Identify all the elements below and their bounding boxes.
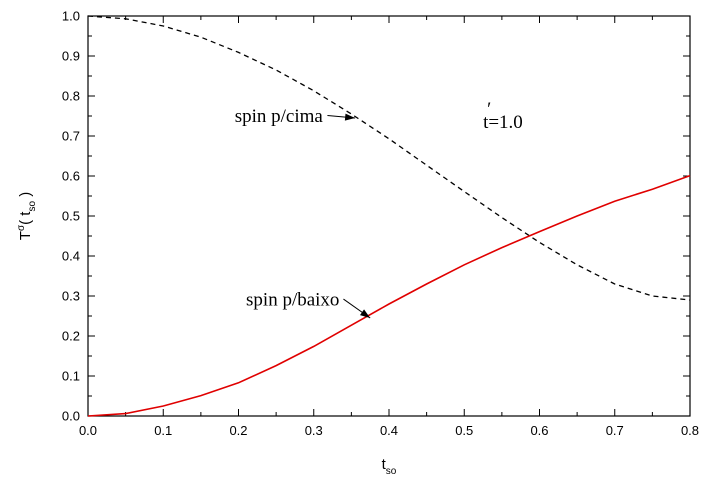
plot-frame	[87, 15, 691, 417]
y-tick-label: 0.0	[62, 409, 80, 424]
x-tick-label: 0.0	[79, 423, 97, 438]
y-tick-label: 0.8	[62, 89, 80, 104]
annotation-arrow-head	[344, 113, 356, 121]
x-tick-label: 0.8	[681, 423, 699, 438]
x-axis-title: tso	[382, 456, 397, 477]
x-tick-label: 0.1	[154, 423, 172, 438]
annotations: spin p/cima spin p/baixo t=1.0′	[235, 99, 523, 319]
x-tick-label: 0.3	[305, 423, 323, 438]
annotation-label: spin p/baixo	[246, 290, 339, 311]
x-tick-label: 0.7	[606, 423, 624, 438]
y-tick-label: 0.6	[62, 169, 80, 184]
annotation-label: t=1.0	[483, 112, 523, 133]
x-tick-label: 0.5	[455, 423, 473, 438]
series-line-dashed	[87, 15, 691, 301]
series-line-solid	[87, 174, 691, 417]
axis-ticks: 0.0 0.1 0.2 0.3 0.4 0.5 0.6 0.7 0.8 0.0 0.1 0.2 0.3 0…	[62, 9, 699, 439]
y-tick-label: 0.3	[62, 289, 80, 304]
annotation-prime: ′	[487, 99, 491, 120]
x-tick-label: 0.6	[530, 423, 548, 438]
y-axis-title: Tσ( tso )	[16, 192, 38, 240]
series-lines	[87, 15, 691, 417]
y-tick-label: 0.5	[62, 209, 80, 224]
y-tick-label: 0.4	[62, 249, 80, 264]
annotation-label: spin p/cima	[235, 106, 324, 127]
y-tick-label: 0.1	[62, 369, 80, 384]
y-tick-label: 1.0	[62, 9, 80, 24]
y-tick-label: 0.7	[62, 129, 80, 144]
x-tick-label: 0.2	[229, 423, 247, 438]
y-tick-label: 0.2	[62, 329, 80, 344]
y-tick-label: 0.9	[62, 49, 80, 64]
x-tick-label: 0.4	[380, 423, 398, 438]
annotation-arrow-head	[360, 309, 371, 318]
